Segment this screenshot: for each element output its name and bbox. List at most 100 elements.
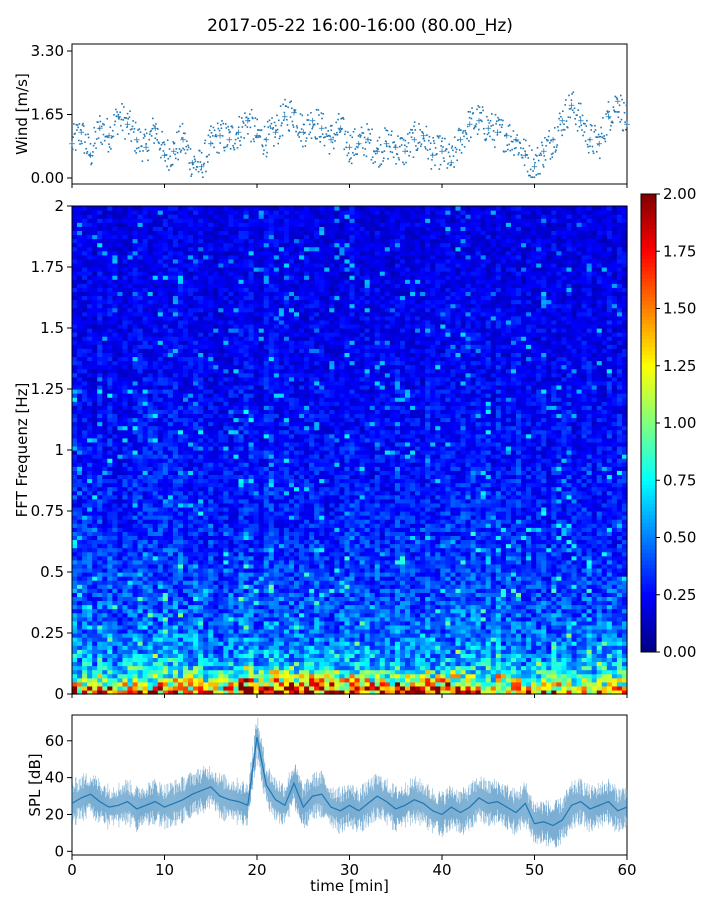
spectrogram-cell <box>213 344 219 349</box>
spectrogram-cell <box>117 624 124 630</box>
spectrogram-cell <box>233 421 240 427</box>
spectrogram-cell <box>82 616 88 622</box>
wind-noise-point <box>393 141 396 143</box>
spectrogram-cell <box>223 356 230 362</box>
wind-noise-point <box>506 144 509 147</box>
wind-noise-point <box>107 136 109 138</box>
spectrogram-cell <box>142 596 149 602</box>
spectrogram-cell <box>112 254 119 260</box>
wind-noise-point <box>350 157 352 159</box>
spectrogram-cell <box>122 401 129 406</box>
spectrogram-cell <box>102 559 108 565</box>
spectrogram-cell <box>117 527 124 532</box>
spectrogram-cell <box>132 389 139 394</box>
spectrogram-cell <box>203 645 209 650</box>
spectrogram-cell <box>117 661 124 667</box>
spectrogram-cell <box>97 425 103 431</box>
spectrogram-cell <box>203 291 209 297</box>
spectrogram-cell <box>238 596 245 602</box>
spectrogram-cell <box>112 563 119 569</box>
spectrogram-cell <box>228 226 235 231</box>
spectrogram-cell <box>188 519 194 524</box>
wind-point: + <box>623 120 631 130</box>
spectrogram-cell <box>228 555 235 561</box>
wind-noise-point <box>279 105 282 107</box>
spectrogram-cell <box>92 372 98 378</box>
spectrogram-cell <box>147 490 154 496</box>
spectrogram-cell <box>203 380 209 386</box>
spectrogram-cell <box>127 657 134 663</box>
spectrogram-cell <box>233 368 240 374</box>
spectrogram-cell <box>233 677 240 683</box>
spectrogram-cell <box>172 608 179 614</box>
spectrogram-cell <box>172 527 179 532</box>
spectrogram-cell <box>127 242 134 248</box>
spectrogram-cell <box>82 665 88 671</box>
spectrogram-cell <box>157 511 164 516</box>
spectrogram-cell <box>157 441 164 447</box>
spectrogram-cell <box>218 620 224 626</box>
spectrogram-cell <box>167 389 174 394</box>
spectrogram-cell <box>218 315 224 321</box>
spectrogram-cell <box>233 303 240 309</box>
spectrogram-cell <box>172 665 179 671</box>
wind-noise-point <box>81 124 84 126</box>
spectrogram-cell <box>92 462 98 467</box>
spectrogram-cell <box>97 486 103 492</box>
wind-noise-point <box>233 148 236 151</box>
wind-noise-point <box>391 151 394 154</box>
spectrogram-cell <box>198 287 204 292</box>
spectrogram-cell <box>233 576 240 581</box>
spectrogram-cell <box>102 661 108 667</box>
wind-noise-point <box>397 157 400 159</box>
spectrogram-cell <box>188 486 194 492</box>
spectrogram-cell <box>142 242 149 248</box>
spectrogram-cell <box>223 328 230 333</box>
spectrogram-cell <box>132 267 139 272</box>
wind-noise-point <box>73 123 75 125</box>
spectrogram-cell <box>188 287 194 292</box>
spectrogram-cell <box>162 291 169 297</box>
spectrogram-cell <box>157 539 164 545</box>
wind-noise-point <box>385 129 388 132</box>
wind-noise-point <box>365 141 367 144</box>
spectrogram-cell <box>87 214 93 219</box>
spectrogram-cell <box>208 295 214 301</box>
spectrogram-cell <box>162 429 169 435</box>
spectrogram-cell <box>87 572 93 577</box>
spectrogram-cell <box>77 665 83 671</box>
wind-noise-point <box>326 135 329 137</box>
spectrogram-cell <box>92 620 98 626</box>
spectrogram-cell <box>127 506 134 512</box>
spectrogram-cell <box>188 474 194 480</box>
spectrogram-cell <box>122 478 129 484</box>
spectrogram-cell <box>208 608 214 614</box>
spectrogram-cell <box>147 653 154 658</box>
spectrogram-cell <box>183 584 189 589</box>
spectrogram-cell <box>122 291 129 297</box>
spectrogram-cell <box>172 445 179 451</box>
spectrogram-cell <box>172 311 179 317</box>
spectrogram-cell <box>183 389 189 394</box>
spectrogram-cell <box>203 462 209 467</box>
spectrogram-cell <box>162 559 169 565</box>
wind-noise-point <box>168 169 170 171</box>
wind-noise-point <box>609 129 612 131</box>
spectrogram-cell <box>132 470 139 475</box>
spectrogram-cell <box>228 580 235 585</box>
wind-noise-point <box>597 143 599 146</box>
spectrogram-cell <box>127 478 134 484</box>
spectrogram-cell <box>238 637 245 642</box>
spectrogram-cell <box>137 328 144 333</box>
spectrogram-cell <box>208 372 214 378</box>
spectrogram-cell <box>177 474 184 480</box>
spectrogram-cell <box>172 295 179 301</box>
spectrogram-cell <box>117 234 124 240</box>
spectrogram-cell <box>223 433 230 439</box>
spectrogram-cell <box>107 372 113 378</box>
spectrogram-cell <box>92 295 98 301</box>
spectrogram-cell <box>233 234 240 240</box>
spectrogram-cell <box>218 368 224 374</box>
spectrogram-cell <box>87 393 93 398</box>
spectrogram-cell <box>228 360 235 366</box>
